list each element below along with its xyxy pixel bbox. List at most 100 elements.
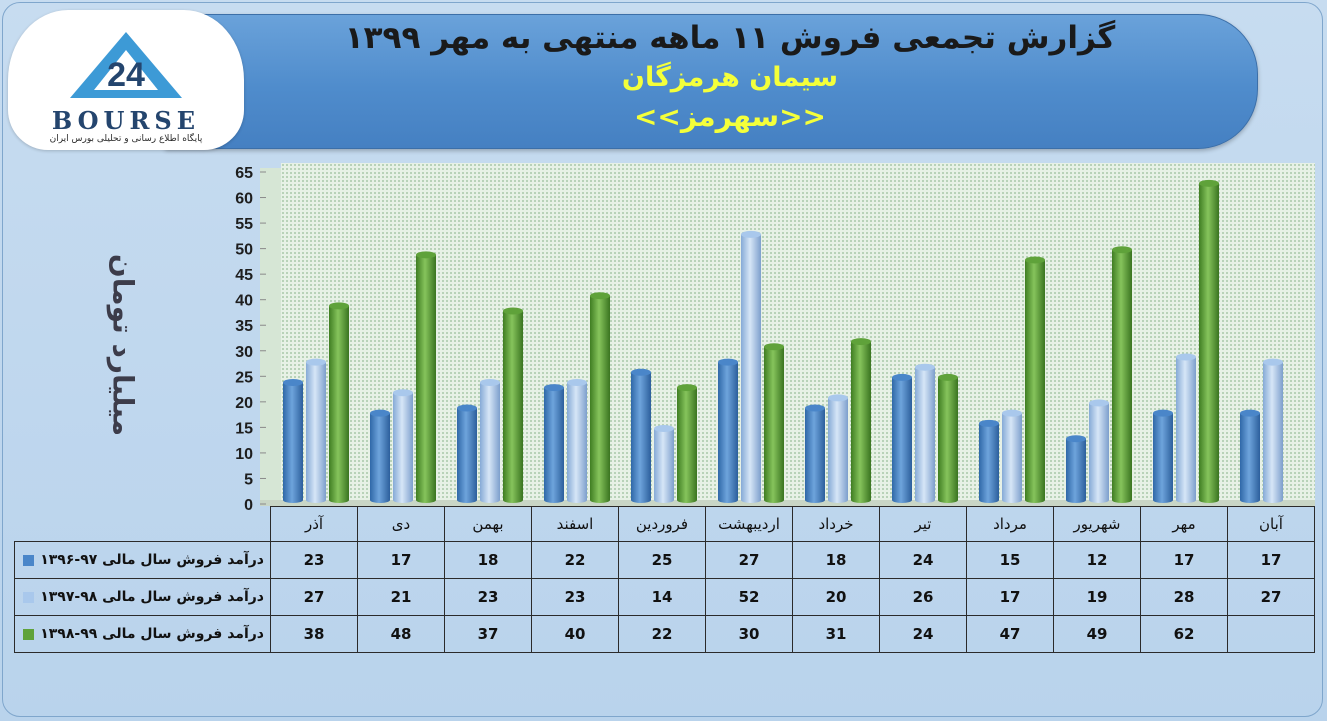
bar-s2-11 — [1176, 353, 1196, 503]
bar-cap — [283, 379, 303, 387]
y-tick-label: 10 — [235, 446, 253, 463]
bar-body — [370, 413, 390, 500]
y-tick-label: 45 — [235, 267, 253, 284]
bar-base — [1153, 497, 1173, 503]
bar-s2-5 — [654, 424, 674, 503]
bar-body — [1263, 362, 1283, 500]
bar-body — [1199, 183, 1219, 501]
bar-base — [1066, 497, 1086, 503]
bar-base — [370, 497, 390, 503]
data-cell: 19 — [1053, 578, 1141, 616]
bar-s3-9 — [1025, 256, 1045, 503]
legend-entry: درآمد فروش سال مالی ۹۷-۱۳۹۶ — [14, 541, 271, 579]
bar-cap — [503, 307, 523, 315]
table-row: درآمد فروش سال مالی ۹۹-۱۳۹۸ 38 48 37 40 22 30 3… — [14, 615, 1315, 653]
data-cell: 25 — [618, 541, 706, 579]
bar-s2-3 — [480, 379, 500, 503]
bar-body — [828, 397, 848, 500]
bar-s3-6 — [764, 343, 784, 503]
bar-base — [1199, 497, 1219, 503]
x-tick-label: اسفند — [531, 506, 619, 542]
bar-body — [1025, 259, 1045, 500]
y-tick-label: 0 — [244, 497, 253, 514]
bar-body — [306, 362, 326, 500]
bar-cap — [764, 343, 784, 351]
x-tick-label: خرداد — [792, 506, 880, 542]
bar-base — [851, 497, 871, 503]
bar-cap — [892, 373, 912, 381]
bar-cap — [851, 338, 871, 346]
bar-s1-11 — [1153, 409, 1173, 503]
bar-body — [1002, 413, 1022, 500]
bar-body — [1240, 413, 1260, 500]
data-cell: 31 — [792, 615, 880, 653]
data-cell: 48 — [357, 615, 445, 653]
legend-key-icon — [23, 554, 35, 566]
data-cell: 30 — [705, 615, 793, 653]
bar-s2-8 — [915, 363, 935, 503]
bar-cap — [631, 368, 651, 376]
bar-body — [892, 377, 912, 500]
bar-body — [503, 311, 523, 500]
bar-s1-4 — [544, 384, 564, 503]
bar-cap — [457, 404, 477, 412]
bar-base — [393, 497, 413, 503]
legend-key-icon — [23, 628, 35, 640]
bar-base — [938, 497, 958, 503]
bar-cap — [590, 292, 610, 300]
bar-cap — [828, 394, 848, 402]
data-cell: 62 — [1140, 615, 1228, 653]
data-cell: 22 — [618, 615, 706, 653]
header-banner — [165, 14, 1258, 149]
bar-cap — [480, 379, 500, 387]
y-tick-label: 30 — [235, 344, 253, 361]
bar-s1-7 — [805, 404, 825, 503]
data-cell: 14 — [618, 578, 706, 616]
bar-s3-1 — [329, 302, 349, 503]
legend-label: درآمد فروش سال مالی ۹۹-۱۳۹۸ — [40, 626, 264, 642]
x-tick-label: شهریور — [1053, 506, 1141, 542]
bar-s2-2 — [393, 389, 413, 503]
bar-cap — [1263, 358, 1283, 366]
bar-s3-2 — [416, 251, 436, 503]
company-name: سیمان هرمزگان — [621, 62, 839, 93]
bar-body — [677, 387, 697, 500]
bar-cap — [393, 389, 413, 397]
bar-body — [654, 428, 674, 500]
bar-s2-1 — [306, 358, 326, 503]
bar-base — [828, 497, 848, 503]
data-cell: 27 — [270, 578, 358, 616]
legend-key-icon — [23, 591, 35, 603]
bar-base — [329, 497, 349, 503]
x-tick-label: تیر — [879, 506, 967, 542]
data-cell: 17 — [357, 541, 445, 579]
bar-body — [329, 305, 349, 500]
logo-wordmark: BOURSE — [51, 106, 201, 135]
bar-body — [938, 377, 958, 500]
bar-base — [416, 497, 436, 503]
bar-s2-9 — [1002, 409, 1022, 503]
bar-base — [567, 497, 587, 503]
bar-base — [892, 497, 912, 503]
bar-s2-7 — [828, 394, 848, 503]
bar-cap — [416, 251, 436, 259]
bar-body — [1112, 249, 1132, 500]
bar-cap — [938, 373, 958, 381]
bar-body — [1153, 413, 1173, 500]
bar-cap — [544, 384, 564, 392]
data-cell: 18 — [792, 541, 880, 579]
bar-body — [1176, 356, 1196, 500]
data-table: آذر دی بهمن اسفند فروردین اردیبهشت خرداد تیر مرد… — [14, 506, 1315, 653]
bar-base — [654, 497, 674, 503]
data-cell: 23 — [444, 578, 532, 616]
bar-s3-10 — [1112, 246, 1132, 503]
bar-s3-8 — [938, 373, 958, 503]
bar-base — [979, 497, 999, 503]
bar-s1-10 — [1066, 435, 1086, 503]
logo-emblem-icon: 24 — [70, 32, 182, 98]
bar-cap — [1199, 179, 1219, 187]
plot-back-wall — [281, 163, 1315, 500]
data-cell: 15 — [966, 541, 1054, 579]
bar-base — [1240, 497, 1260, 503]
